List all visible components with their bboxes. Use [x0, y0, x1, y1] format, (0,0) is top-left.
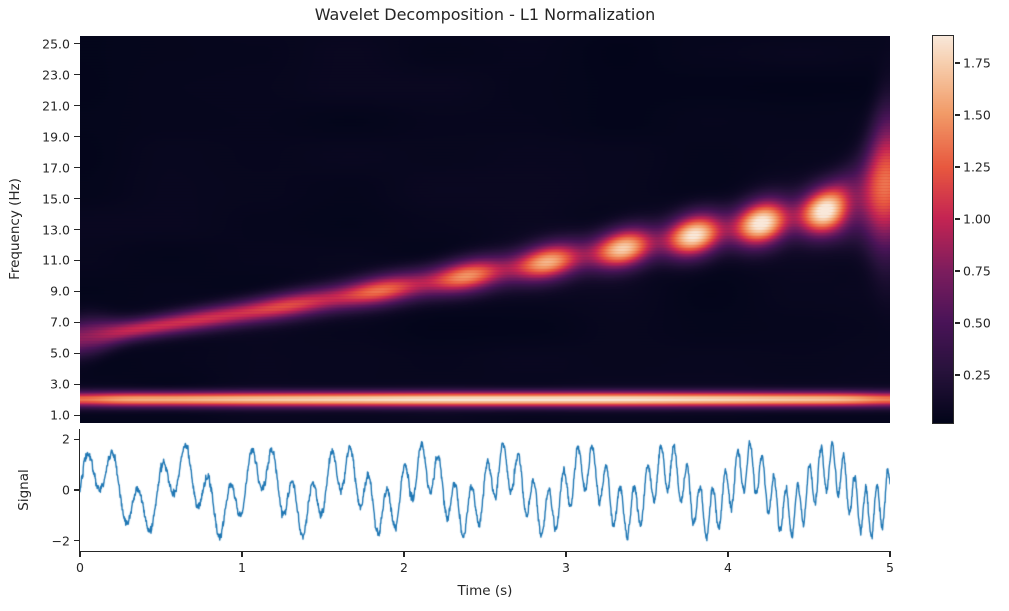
- scalogram-y-tick: [74, 228, 80, 231]
- colorbar-tick: [954, 62, 960, 64]
- signal-y-tick: [74, 438, 80, 440]
- signal-y-tick: [74, 489, 80, 491]
- scalogram-y-tick-label: 3.0: [50, 376, 70, 392]
- colorbar-tick: [954, 374, 960, 376]
- signal-y-tick-label: 0: [62, 482, 70, 498]
- colorbar-frame: [932, 35, 954, 424]
- signal-x-tick: [565, 551, 567, 557]
- scalogram-y-tick-label: 9.0: [50, 283, 70, 299]
- colorbar-tick-label: 0.75: [963, 263, 991, 279]
- scalogram-y-tick: [74, 383, 80, 385]
- signal-x-tick-label: 3: [562, 560, 570, 575]
- signal-y-tick: [74, 540, 80, 542]
- scalogram-y-tick-label: 11.0: [42, 252, 70, 268]
- scalogram-y-tick-label: 15.0: [42, 191, 70, 207]
- scalogram-y-tick: [74, 414, 80, 416]
- signal-x-tick: [403, 551, 405, 557]
- colorbar-tick-label: 1.00: [963, 211, 991, 227]
- signal-x-tick-label: 0: [76, 560, 84, 575]
- signal-x-tick: [79, 551, 81, 557]
- scalogram-ylabel: Frequency (Hz): [7, 178, 23, 280]
- signal-ylabel: Signal: [16, 469, 32, 511]
- scalogram-y-tick: [74, 197, 80, 200]
- colorbar-tick-label: 1.25: [963, 159, 991, 175]
- colorbar-gradient: [933, 36, 953, 423]
- scalogram-y-tick: [74, 166, 80, 169]
- time-xlabel: Time (s): [457, 583, 513, 599]
- figure-title: Wavelet Decomposition - L1 Normalization: [314, 5, 656, 24]
- signal-x-tick: [727, 551, 729, 557]
- signal-y-tick-label: 2: [62, 431, 70, 447]
- scalogram-y-tick-label: 25.0: [42, 36, 70, 52]
- signal-bottom-spine: [78, 550, 891, 553]
- signal-x-tick: [241, 551, 243, 557]
- scalogram-y-tick-label: 23.0: [42, 67, 70, 83]
- scalogram-y-tick-label: 19.0: [42, 129, 70, 145]
- signal-x-tick-label: 4: [724, 560, 732, 575]
- colorbar-tick: [954, 166, 960, 168]
- scalogram-y-tick: [74, 259, 80, 262]
- signal-x-tick-label: 2: [400, 560, 408, 575]
- signal-y-tick-label: −2: [51, 533, 70, 549]
- signal-x-tick-label: 1: [238, 560, 246, 575]
- scalogram-y-tick-label: 1.0: [50, 407, 70, 423]
- scalogram-y-tick-label: 7.0: [50, 314, 70, 330]
- signal-x-tick-label: 5: [886, 560, 894, 575]
- colorbar-tick-label: 0.25: [963, 367, 991, 383]
- colorbar-tick: [954, 270, 960, 272]
- scalogram-y-tick: [74, 352, 80, 354]
- colorbar-tick-label: 1.50: [963, 107, 991, 123]
- colorbar-tick-label: 1.75: [963, 55, 991, 71]
- signal-line-plot: [80, 429, 890, 551]
- colorbar-tick-label: 0.50: [963, 315, 991, 331]
- scalogram-y-tick-label: 17.0: [42, 160, 70, 176]
- scalogram-y-tick: [74, 321, 80, 324]
- colorbar-tick: [954, 114, 960, 116]
- scalogram-y-tick: [74, 135, 80, 138]
- scalogram-y-tick-label: 21.0: [42, 98, 70, 114]
- scalogram-y-tick: [74, 74, 80, 76]
- scalogram-y-tick: [74, 105, 80, 107]
- scalogram-y-tick: [74, 290, 80, 293]
- scalogram-heatmap: [80, 36, 890, 423]
- colorbar-tick: [954, 322, 960, 324]
- scalogram-y-tick: [74, 43, 80, 45]
- colorbar-tick: [954, 218, 960, 220]
- signal-x-tick: [889, 551, 891, 557]
- scalogram-y-tick-label: 5.0: [50, 345, 70, 361]
- scalogram-y-tick-label: 13.0: [42, 222, 70, 237]
